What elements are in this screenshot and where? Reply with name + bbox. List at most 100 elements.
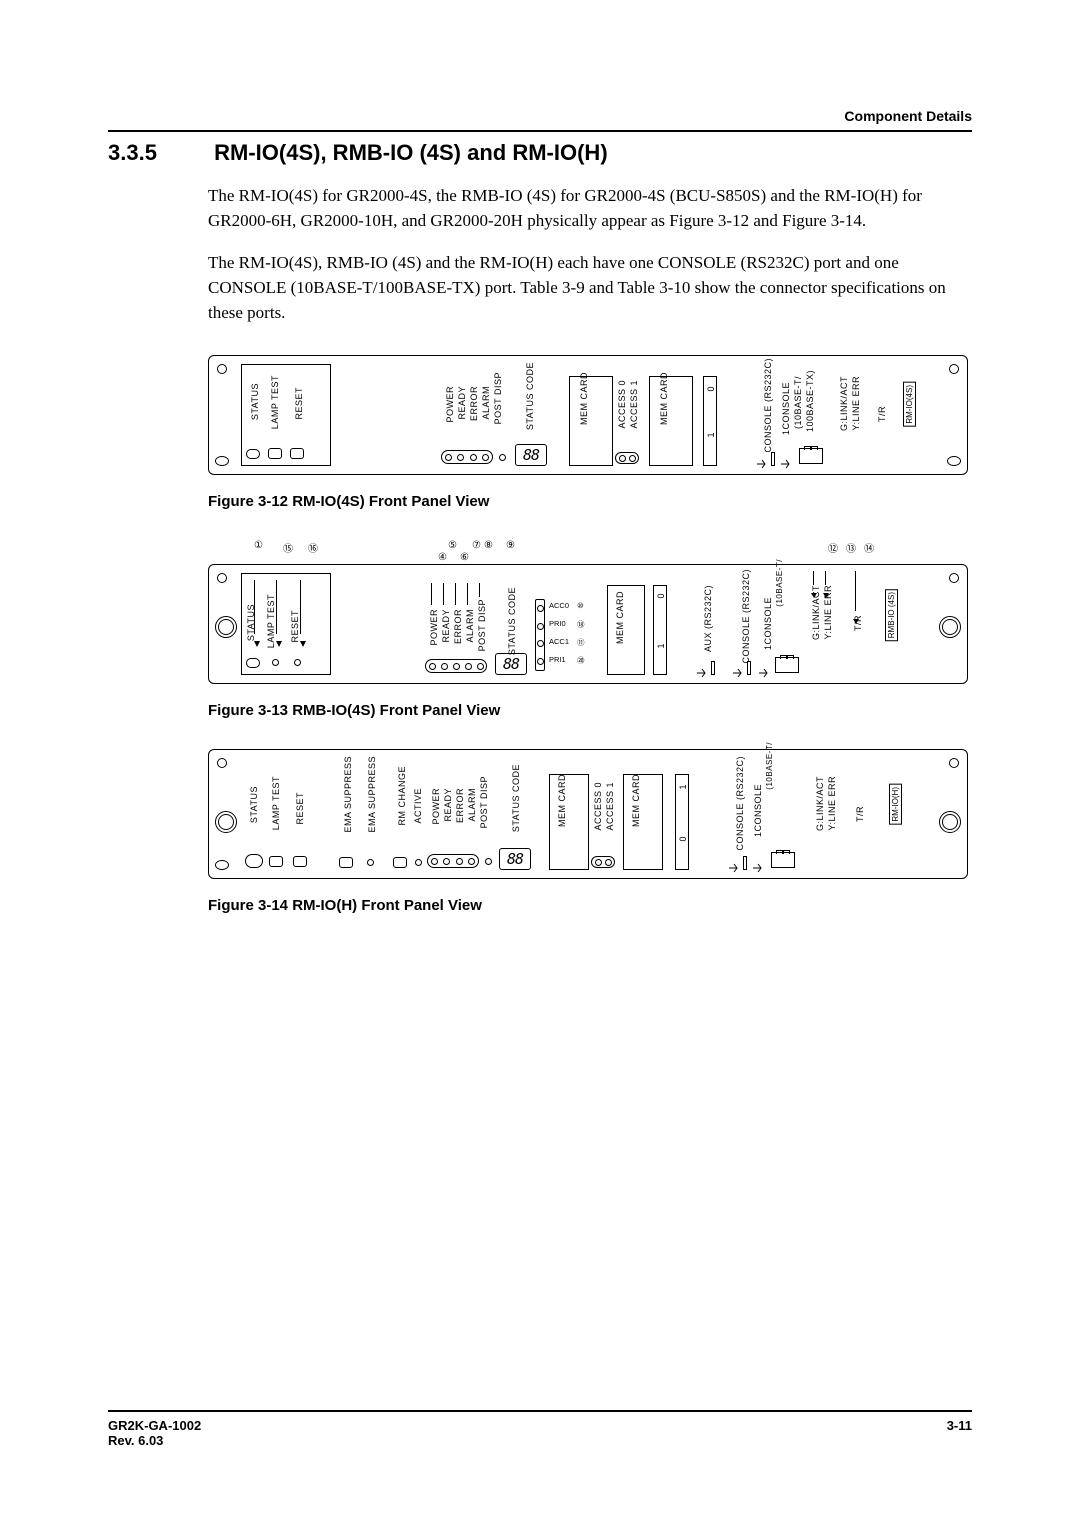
memcard-slot [607, 585, 645, 675]
section-number: 3.3.5 [108, 140, 208, 166]
led [294, 659, 301, 666]
led-cluster [425, 659, 487, 673]
rmchange-label: RM CHANGE [397, 766, 407, 826]
paragraph-1: The RM-IO(4S) for GR2000-4S, the RMB-IO … [208, 184, 972, 233]
rs232c-port [747, 661, 751, 675]
page-header: Component Details [108, 108, 972, 132]
arrow-in-icon [729, 860, 739, 868]
console-rs232c-label: CONSOLE (RS232C) [741, 569, 751, 664]
big-hole [215, 811, 237, 833]
reset-label: RESET [294, 387, 304, 420]
status-led [246, 658, 260, 668]
figure-3-13-caption: Figure 3-13 RMB-IO(4S) Front Panel View [208, 702, 972, 719]
tr-label: T/R [855, 806, 865, 822]
rm-io-h-panel: STATUS LAMP TEST RESET EMA SUPPRESS EMA … [208, 749, 968, 879]
memcard-1-slot [649, 376, 693, 466]
arrow-in-icon [759, 665, 769, 673]
lineerr-label: Y:LINE ERR [827, 776, 837, 831]
ema-suppress-label: EMA SUPPRESS [343, 756, 353, 833]
callouts-row: ① ⑮ ⑯ ⑤ ⑦ ⑧ ⑨ ④ ⑥ ⑫ ⑬ ⑭ [208, 540, 968, 564]
console-rs232c-label: CONSOLE (RS232C) [735, 756, 745, 851]
screw-hole [949, 364, 959, 374]
memcard-0-slot [549, 774, 589, 870]
alarm-label: ALARM [467, 788, 477, 822]
statuscode-label: STATUS CODE [511, 764, 521, 832]
ready-label: READY [457, 386, 467, 420]
reset-label: RESET [295, 792, 305, 825]
active-led [415, 859, 422, 866]
alarm-label: ALARM [481, 386, 491, 420]
left-group: STATUS LAMP TEST RESET [245, 760, 315, 868]
figure-3-13: ① ⑮ ⑯ ⑤ ⑦ ⑧ ⑨ ④ ⑥ ⑫ ⑬ ⑭ ST [208, 540, 972, 684]
statuscode-label: STATUS CODE [525, 362, 535, 430]
model-label: RM-IO(H) [889, 784, 902, 825]
led-cluster [427, 854, 479, 868]
ema-button [339, 857, 353, 868]
base-sub2-label: 100BASE-TX) [805, 370, 815, 432]
postdisp-led [499, 454, 506, 461]
linkact-label: G:LINK/ACT [839, 376, 849, 431]
ema-led [367, 859, 374, 866]
rj45-port [771, 852, 795, 868]
rm-io-4s-panel: STATUS LAMP TEST RESET POWER READY ERROR… [208, 355, 968, 475]
figure-3-12: STATUS LAMP TEST RESET POWER READY ERROR… [208, 355, 972, 475]
memcard-label: MEM CARD [579, 372, 589, 425]
doc-rev: Rev. 6.03 [108, 1433, 201, 1448]
console-base-label: 1CONSOLE [781, 382, 791, 435]
model-label: RM-IO(4S) [903, 382, 916, 427]
figure-3-14-caption: Figure 3-14 RM-IO(H) Front Panel View [208, 897, 972, 914]
lineerr-label: Y:LINE ERR [851, 376, 861, 431]
screw-hole [217, 573, 227, 583]
postdisp-label: POST DISP [477, 599, 487, 651]
lamptest-label: LAMP TEST [270, 375, 280, 429]
led-cluster [441, 450, 493, 464]
acc-pri-block: ACC0 PRI0 ACC1 PRI1 ⑩ ⑱ ⑪ ⑳ [535, 595, 595, 673]
memcard-1-slot [623, 774, 663, 870]
postdisp-label: POST DISP [479, 776, 489, 828]
arrow-in-icon [781, 456, 791, 464]
figure-3-12-caption: Figure 3-12 RM-IO(4S) Front Panel View [208, 493, 972, 510]
ema-suppress-label-2: EMA SUPPRESS [367, 756, 377, 833]
postdisp-label: POST DISP [493, 372, 503, 424]
rj45-port [799, 448, 823, 464]
rs232c-port [743, 856, 747, 870]
status-code-display: 88 [495, 653, 527, 675]
screw-hole [217, 758, 227, 768]
console-base-label: 1CONSOLE [753, 784, 763, 837]
big-hole [939, 811, 961, 833]
figure-3-14: STATUS LAMP TEST RESET EMA SUPPRESS EMA … [208, 749, 972, 879]
section-title: 3.3.5 RM-IO(4S), RMB-IO (4S) and RM-IO(H… [108, 140, 972, 166]
status-label: STATUS [249, 786, 259, 823]
screw-hole [217, 364, 227, 374]
error-label: ERROR [455, 788, 465, 823]
ready-label: READY [441, 609, 451, 643]
status-label: STATUS [250, 383, 260, 420]
power-label: POWER [429, 609, 439, 646]
tr-label: T/R [877, 406, 887, 422]
arrow-in-icon [733, 665, 743, 673]
access-leds [615, 452, 639, 464]
status-code-display: 88 [515, 444, 547, 466]
zero-label: 0 [706, 386, 716, 392]
rmchange-button [393, 857, 407, 868]
console-rs232c-label: CONSOLE (RS232C) [763, 358, 773, 453]
one-label: 1 [706, 432, 716, 438]
alarm-label: ALARM [465, 609, 475, 643]
paragraph-2: The RM-IO(4S), RMB-IO (4S) and the RM-IO… [208, 251, 972, 325]
memcard-0-slot [569, 376, 613, 466]
status-label: STATUS [246, 604, 256, 641]
access-leds [591, 856, 615, 868]
screw-hole [949, 573, 959, 583]
oval-hole [215, 456, 229, 466]
status-led [246, 449, 260, 459]
section-heading: RM-IO(4S), RMB-IO (4S) and RM-IO(H) [214, 140, 608, 165]
page-number: 3-11 [947, 1418, 972, 1448]
statuscode-label: STATUS CODE [507, 587, 517, 655]
header-section-name: Component Details [844, 108, 972, 124]
aux-port [711, 661, 715, 675]
big-hole [939, 616, 961, 638]
postdisp-led [485, 858, 492, 865]
oval-hole [215, 860, 229, 870]
oval-hole [947, 456, 961, 466]
left-group: STATUS LAMP TEST RESET [241, 573, 331, 675]
